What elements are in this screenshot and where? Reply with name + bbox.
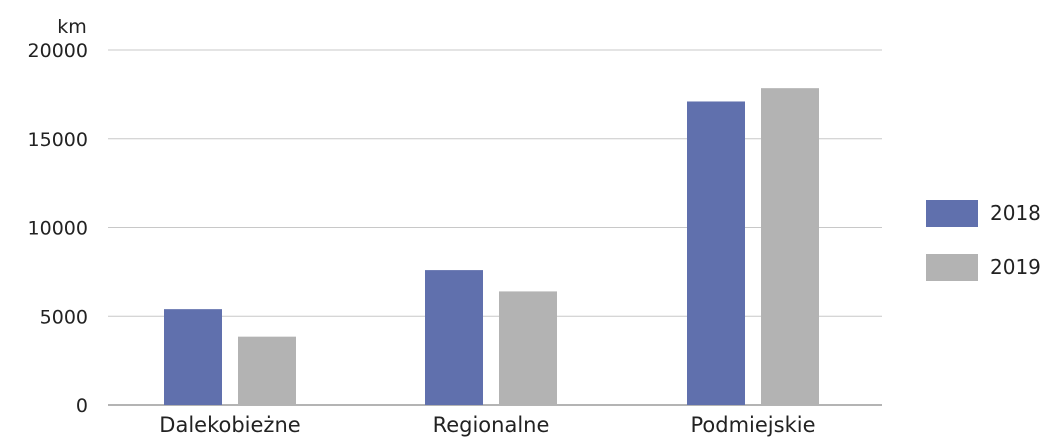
bars bbox=[164, 88, 819, 405]
x-category-label: Regionalne bbox=[433, 413, 550, 437]
y-axis-ticks: 0 5000 10000 15000 20000 bbox=[28, 40, 88, 417]
bar-2018-1 bbox=[425, 270, 483, 405]
gridlines bbox=[108, 49, 882, 406]
legend-swatch-2018 bbox=[926, 200, 978, 227]
y-tick-label: 20000 bbox=[28, 40, 88, 62]
y-tick-label: 0 bbox=[76, 395, 88, 417]
bar-2018-0 bbox=[164, 309, 222, 405]
x-category-label: Podmiejskie bbox=[691, 413, 816, 437]
y-tick-label: 10000 bbox=[28, 218, 88, 240]
legend-label-2019: 2019 bbox=[990, 255, 1041, 279]
x-category-label: Dalekobieżne bbox=[159, 413, 300, 437]
x-axis-categories: Dalekobieżne Regionalne Podmiejskie bbox=[159, 413, 815, 437]
bar-2018-2 bbox=[687, 101, 745, 405]
bar-2019-2 bbox=[761, 88, 819, 405]
bar-2019-1 bbox=[499, 291, 557, 405]
y-axis-unit-label: km bbox=[57, 16, 87, 38]
bar-2019-0 bbox=[238, 336, 296, 405]
legend: 2018 2019 bbox=[926, 200, 1041, 281]
y-tick-label: 15000 bbox=[28, 129, 88, 151]
y-tick-label: 5000 bbox=[40, 306, 88, 328]
legend-swatch-2019 bbox=[926, 254, 978, 281]
legend-label-2018: 2018 bbox=[990, 201, 1041, 225]
